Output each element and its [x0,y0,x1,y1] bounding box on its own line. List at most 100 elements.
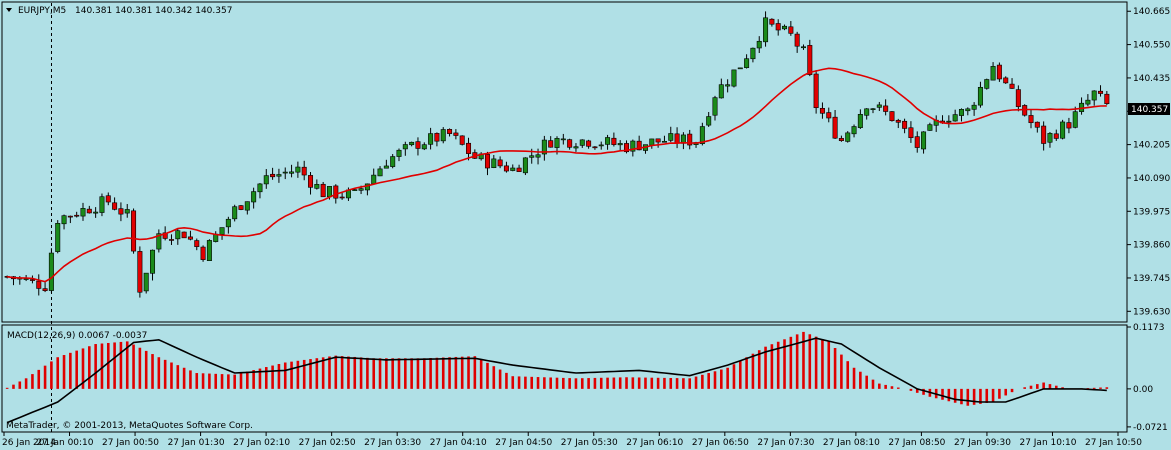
bull-candle [282,171,288,174]
bull-candle [326,186,332,198]
bull-candle [206,240,212,261]
bear-candle [200,246,206,260]
bear-candle [611,137,617,145]
bear-candle [67,215,73,218]
bear-candle [1034,121,1040,128]
bear-candle [687,133,693,146]
bear-candle [434,133,440,142]
bear-candle [1104,93,1110,104]
bull-candle [225,218,231,228]
time-tick-label: 27 Jan 01:30 [168,438,225,448]
time-tick-label: 27 Jan 00:50 [102,438,159,448]
time-tick-label: 27 Jan 07:30 [757,438,814,448]
bull-candle [661,140,667,143]
bull-candle [718,84,724,99]
bear-candle [339,196,345,199]
symbol-label: EURJPY,M5 [18,6,66,16]
bull-candle [251,191,257,203]
bear-candle [137,251,143,293]
bull-candle [295,166,301,173]
bull-candle [1085,99,1091,105]
bear-candle [118,208,124,215]
bull-candle [763,17,769,43]
bull-candle [491,158,497,168]
bear-candle [105,195,111,203]
bear-candle [813,73,819,109]
macd-panel-frame [1,324,1128,433]
bull-candle [554,138,560,148]
macd-histogram [5,331,1109,406]
time-tick-label: 27 Jan 03:30 [364,438,421,448]
bear-candle [497,159,503,167]
bear-candle [1003,77,1009,84]
bear-candle [86,208,92,214]
signal-line [6,337,1107,424]
time-tick-label: 27 Jan 04:50 [495,438,552,448]
bull-candle [150,249,156,274]
bear-candle [883,105,889,112]
bear-candle [187,236,193,240]
bear-candle [548,140,554,148]
bull-candle [529,155,535,158]
bear-candle [996,64,1002,80]
bull-candle [870,108,876,110]
bull-candle [971,104,977,110]
bear-candle [320,183,326,198]
bear-candle [459,135,465,145]
bull-candle [560,138,566,141]
bear-candle [902,120,908,129]
time-tick-label: 27 Jan 10:50 [1085,438,1142,448]
bull-candle [232,206,238,220]
bear-candle [586,140,592,147]
bull-candle [750,47,756,60]
bull-candle [699,126,705,144]
bear-candle [270,173,276,178]
bear-candle [29,279,35,281]
bull-candle [383,165,389,169]
price-axis: 140.665140.550140.435140.320140.205140.0… [1127,7,1170,317]
bull-candle [876,104,882,108]
bull-candle [921,131,927,150]
time-tick-label: 27 Jan 06:10 [626,438,683,448]
copyright-text: MetaTrader, © 2001-2013, MetaQuotes Soft… [6,421,253,431]
bull-candle [99,196,105,213]
bear-candle [655,138,661,143]
bear-candle [36,280,42,289]
bear-candle [567,139,573,148]
bear-candle [484,154,490,169]
macd-axis: 0.1173 0.00 -0.0721 [1127,323,1168,433]
price-tick-label: 140.550 [1133,41,1170,51]
bear-candle [636,140,642,151]
bear-candle [516,167,522,172]
bull-candle [864,108,870,116]
bear-candle [238,205,244,210]
time-tick-label: 27 Jan 06:50 [692,438,749,448]
bear-candle [794,33,800,47]
price-tick-label: 139.975 [1133,207,1170,217]
bull-candle [731,69,737,87]
macd-tick-label: 0.1173 [1133,323,1165,333]
bear-candle [908,127,914,139]
bull-candle [851,126,857,135]
bear-candle [819,108,825,114]
bull-candle [725,84,731,87]
bull-candle [377,168,383,177]
bull-candle [371,174,377,185]
ohlc-readout: 140.381 140.381 140.342 140.357 [75,6,232,16]
chevron-down-icon[interactable] [6,8,12,12]
bull-candle [1072,111,1078,128]
bear-candle [466,142,472,154]
bull-candle [352,189,358,191]
bull-candle [617,143,623,146]
bear-candle [889,111,895,122]
bear-candle [181,231,187,239]
bull-candle [402,144,408,150]
bull-candle [175,230,181,240]
bull-candle [605,137,611,145]
bear-candle [895,119,901,123]
bull-candle [952,114,958,122]
price-panel-frame [1,1,1128,323]
bull-candle [579,139,585,146]
